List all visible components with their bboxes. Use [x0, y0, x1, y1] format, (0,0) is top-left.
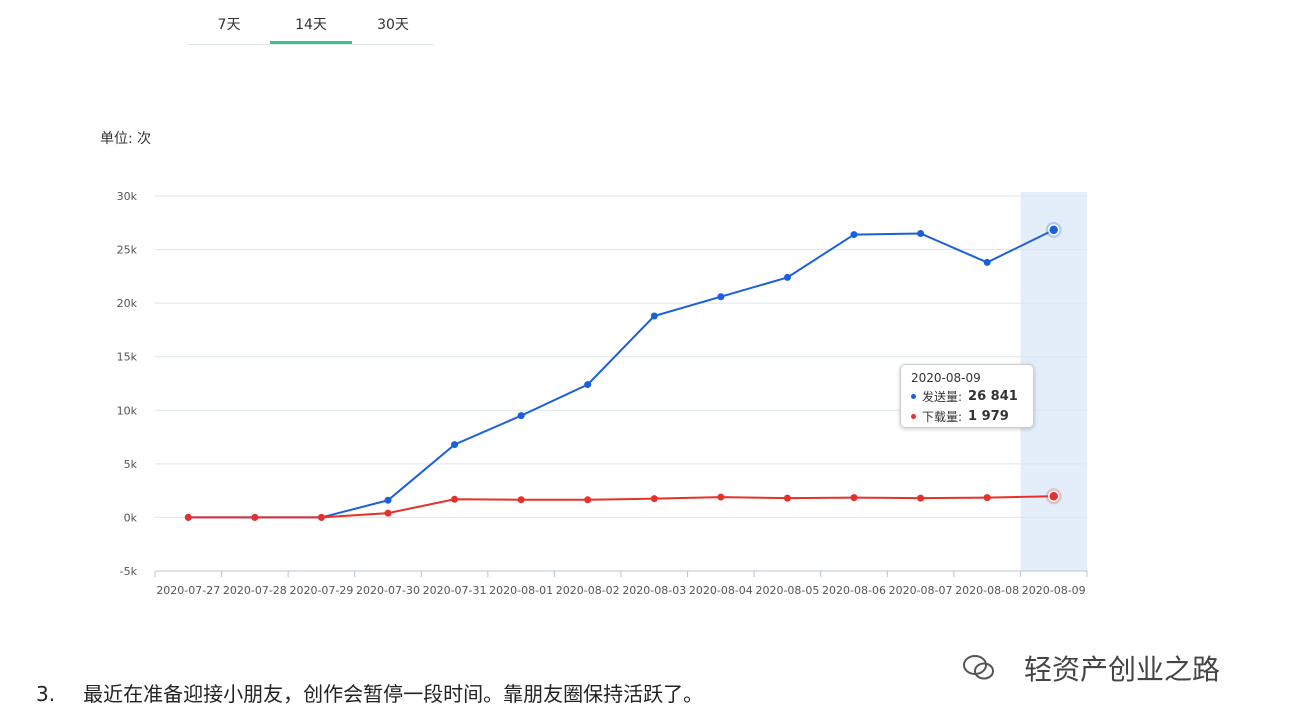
- y-tick-label: 10k: [117, 404, 138, 417]
- y-tick-label: 5k: [124, 458, 138, 471]
- series-dot-icon: [911, 414, 916, 419]
- data-point: [451, 495, 459, 503]
- x-tick-label: 2020-07-27: [156, 584, 220, 597]
- x-tick-label: 2020-08-05: [755, 584, 819, 597]
- tooltip-value: 1 979: [968, 409, 1009, 424]
- x-tick-label: 2020-08-09: [1022, 584, 1086, 597]
- data-point: [584, 381, 592, 389]
- data-point: [251, 513, 259, 521]
- tab-7-days[interactable]: 7天: [217, 17, 241, 33]
- y-tick-label: 30k: [117, 190, 138, 203]
- data-point: [384, 509, 392, 517]
- y-tick-label: 25k: [117, 244, 138, 257]
- tab-14-days[interactable]: 14天: [270, 0, 352, 44]
- data-point: [1047, 490, 1060, 502]
- tooltip-label: 发送量:: [922, 390, 963, 404]
- data-point: [184, 513, 192, 521]
- data-point: [850, 231, 858, 239]
- data-point: [717, 293, 725, 301]
- x-tick-label: 2020-08-07: [889, 584, 953, 597]
- x-tick-label: 2020-07-28: [223, 584, 287, 597]
- x-tick-label: 2020-08-04: [689, 584, 753, 597]
- x-tick-label: 2020-08-06: [822, 584, 886, 597]
- unit-label: 单位: 次: [100, 131, 152, 147]
- x-tick-label: 2020-08-08: [955, 584, 1019, 597]
- x-tick-label: 2020-08-01: [489, 584, 553, 597]
- list-number: 3.: [36, 682, 56, 706]
- data-point: [983, 258, 991, 266]
- tab-30-days[interactable]: 30天: [377, 17, 409, 33]
- data-point: [850, 494, 858, 502]
- data-point: [650, 495, 658, 503]
- data-point: [451, 441, 459, 449]
- series-line: [188, 228, 1055, 519]
- x-tick-label: 2020-07-31: [423, 584, 487, 597]
- chart-tooltip: 2020-08-09 发送量: 26 841 下载量: 1 979: [900, 364, 1034, 428]
- footer-paragraph: 3. 最近在准备迎接小朋友，创作会暂停一段时间。靠朋友圈保持活跃了。: [36, 678, 703, 707]
- series-line: [188, 495, 1054, 519]
- data-point: [517, 412, 525, 420]
- data-point: [384, 496, 392, 504]
- x-tick-label: 2020-08-03: [622, 584, 686, 597]
- data-point: [584, 496, 592, 504]
- y-tick-label: 0k: [124, 511, 138, 524]
- watermark-text: 轻资产创业之路: [1024, 653, 1221, 686]
- tooltip-date: 2020-08-09: [911, 371, 981, 385]
- y-tick-label: 20k: [117, 297, 138, 310]
- data-point: [517, 496, 525, 504]
- tooltip-label: 下载量:: [922, 410, 963, 424]
- data-point: [1047, 224, 1060, 236]
- range-tabs: 7天 14天 30天: [188, 0, 434, 45]
- data-point: [317, 513, 325, 521]
- x-tick-label: 2020-07-29: [289, 584, 353, 597]
- data-point: [983, 494, 991, 502]
- footer-text: 最近在准备迎接小朋友，创作会暂停一段时间。靠朋友圈保持活跃了。: [83, 682, 704, 706]
- x-tick-label: 2020-07-30: [356, 584, 420, 597]
- data-point: [783, 273, 791, 281]
- x-tick-label: 2020-08-02: [556, 584, 620, 597]
- wechat-icon: [963, 655, 994, 680]
- data-point: [917, 494, 925, 502]
- data-point: [717, 493, 725, 501]
- y-tick-label: 15k: [117, 351, 138, 364]
- watermark: 轻资产创业之路: [962, 648, 1220, 688]
- tooltip-value: 26 841: [968, 389, 1018, 404]
- y-tick-label: -5k: [120, 565, 138, 578]
- data-point: [783, 494, 791, 502]
- series-dot-icon: [911, 394, 916, 399]
- data-point: [650, 312, 658, 320]
- data-point: [917, 230, 925, 237]
